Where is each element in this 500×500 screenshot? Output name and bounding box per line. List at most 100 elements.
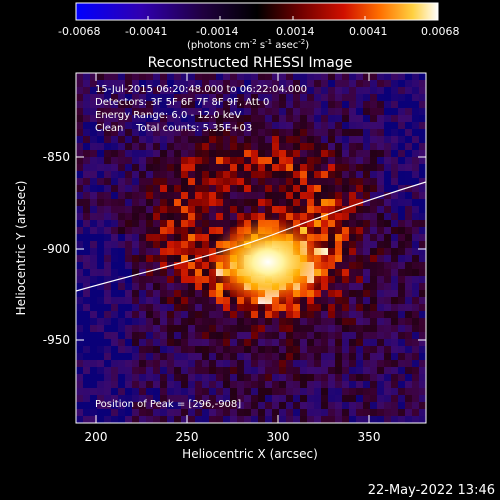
image-pixel	[321, 346, 329, 354]
image-pixel	[174, 283, 182, 291]
image-pixel	[335, 115, 343, 123]
image-pixel	[90, 73, 98, 81]
image-pixel	[111, 360, 119, 368]
image-pixel	[90, 346, 98, 354]
image-pixel	[405, 311, 413, 319]
image-pixel	[265, 346, 273, 354]
image-pixel	[237, 150, 245, 158]
image-pixel	[202, 164, 210, 172]
image-pixel	[160, 402, 168, 410]
image-pixel	[76, 262, 84, 270]
image-pixel	[265, 199, 273, 207]
image-pixel	[272, 80, 280, 88]
image-pixel	[97, 143, 105, 151]
image-pixel	[258, 80, 266, 88]
image-pixel	[111, 192, 119, 200]
image-pixel	[321, 129, 329, 137]
image-pixel	[342, 241, 350, 249]
image-pixel	[209, 395, 217, 403]
image-pixel	[76, 353, 84, 361]
image-pixel	[377, 409, 385, 417]
image-pixel	[83, 227, 91, 235]
image-pixel	[244, 395, 252, 403]
image-pixel	[118, 178, 126, 186]
image-pixel	[90, 220, 98, 228]
image-pixel	[391, 269, 399, 277]
image-pixel	[293, 122, 301, 130]
image-pixel	[356, 325, 364, 333]
image-pixel	[258, 381, 266, 389]
image-pixel	[97, 164, 105, 172]
image-pixel	[363, 304, 371, 312]
image-pixel	[342, 388, 350, 396]
image-pixel	[181, 353, 189, 361]
image-pixel	[307, 80, 315, 88]
image-pixel	[146, 220, 154, 228]
image-pixel	[370, 262, 378, 270]
image-pixel	[314, 122, 322, 130]
image-pixel	[181, 178, 189, 186]
image-pixel	[188, 234, 196, 242]
image-pixel	[321, 402, 329, 410]
image-pixel	[188, 402, 196, 410]
image-pixel	[300, 325, 308, 333]
image-pixel	[279, 402, 287, 410]
image-pixel	[342, 178, 350, 186]
image-pixel	[83, 353, 91, 361]
image-pixel	[83, 178, 91, 186]
image-pixel	[83, 192, 91, 200]
image-pixel	[265, 304, 273, 312]
image-pixel	[132, 143, 140, 151]
image-pixel	[272, 73, 280, 81]
x-tick-label: 200	[85, 430, 108, 444]
image-pixel	[342, 129, 350, 137]
image-pixel	[188, 353, 196, 361]
image-pixel	[300, 332, 308, 340]
image-pixel	[272, 136, 280, 144]
image-pixel	[349, 318, 357, 326]
image-pixel	[153, 220, 161, 228]
image-pixel	[314, 374, 322, 382]
image-pixel	[370, 129, 378, 137]
image-pixel	[90, 409, 98, 417]
image-pixel	[370, 164, 378, 172]
image-pixel	[321, 353, 329, 361]
image-pixel	[223, 143, 231, 151]
image-pixel	[181, 276, 189, 284]
image-pixel	[363, 227, 371, 235]
image-pixel	[174, 269, 182, 277]
image-pixel	[300, 157, 308, 165]
image-pixel	[76, 115, 84, 123]
image-pixel	[335, 87, 343, 95]
image-pixel	[405, 367, 413, 375]
image-pixel	[335, 395, 343, 403]
image-pixel	[377, 143, 385, 151]
image-pixel	[174, 416, 182, 423]
image-pixel	[216, 164, 224, 172]
image-pixel	[90, 395, 98, 403]
image-pixel	[377, 374, 385, 382]
image-pixel	[405, 122, 413, 130]
image-pixel	[195, 234, 203, 242]
image-pixel	[356, 213, 364, 221]
image-pixel	[244, 339, 252, 347]
image-pixel	[90, 290, 98, 298]
image-pixel	[405, 199, 413, 207]
image-pixel	[97, 192, 105, 200]
image-pixel	[405, 255, 413, 263]
image-pixel	[216, 311, 224, 319]
image-pixel	[391, 80, 399, 88]
image-pixel	[391, 283, 399, 291]
image-pixel	[349, 248, 357, 256]
image-pixel	[125, 199, 133, 207]
image-pixel	[104, 234, 112, 242]
image-pixel	[230, 388, 238, 396]
image-pixel	[181, 269, 189, 277]
image-pixel	[195, 395, 203, 403]
image-pixel	[244, 73, 252, 81]
image-pixel	[377, 255, 385, 263]
image-pixel	[139, 332, 147, 340]
image-pixel	[251, 353, 259, 361]
image-pixel	[342, 206, 350, 214]
image-pixel	[125, 297, 133, 305]
